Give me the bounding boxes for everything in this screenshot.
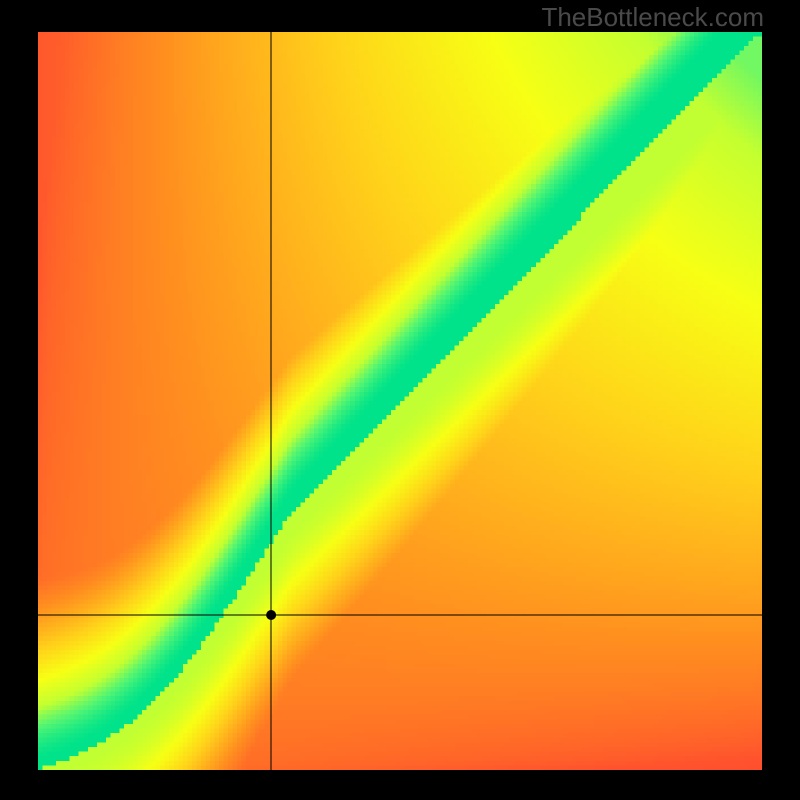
chart-container: TheBottleneck.com — [0, 0, 800, 800]
watermark-text: TheBottleneck.com — [541, 2, 764, 33]
bottleneck-heatmap — [38, 32, 762, 770]
